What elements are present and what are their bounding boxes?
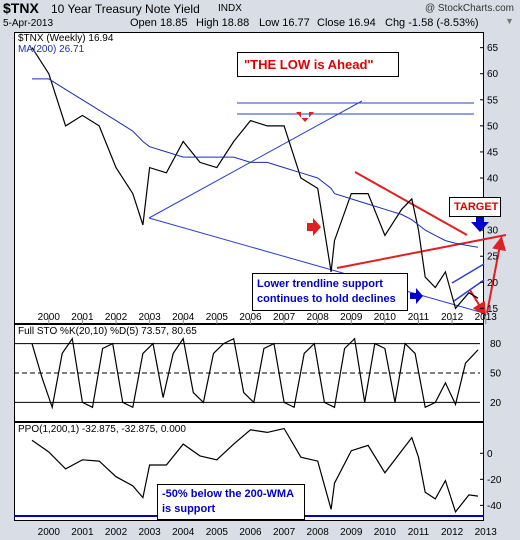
y-tick-label: 50 xyxy=(487,121,499,132)
symbol-name: 10 Year Treasury Note Yield xyxy=(51,2,200,16)
x-tick-label: 2006 xyxy=(239,312,262,323)
x-tick-label-bottom: 2006 xyxy=(239,527,262,538)
x-tick-label: 2011 xyxy=(408,312,430,323)
series-line-ma-200- xyxy=(32,78,479,248)
y-tick-label: 30 xyxy=(487,226,499,237)
x-tick-label: 2007 xyxy=(273,312,296,323)
change-value: Chg -1.58 (-8.53%) xyxy=(385,17,479,29)
x-tick-label-bottom: 2002 xyxy=(105,527,128,538)
y-tick-label: 40 xyxy=(487,174,499,185)
x-tick-label-bottom: 2005 xyxy=(206,527,229,538)
projection-arrow-down xyxy=(469,289,487,317)
high-value: High 18.88 xyxy=(196,17,250,29)
x-tick-label: 2013 xyxy=(475,312,498,323)
x-tick-label-bottom: 2004 xyxy=(172,527,195,538)
ppo-tick-label: 0 xyxy=(487,449,493,460)
symbol-title: $TNX xyxy=(3,0,39,16)
x-tick-label-bottom: 2008 xyxy=(307,527,330,538)
channel-bottom xyxy=(453,279,485,302)
dropdown-icon[interactable]: ▼ xyxy=(505,16,514,26)
low-ahead-callout: "THE LOW is Ahead" xyxy=(237,52,399,77)
x-tick-label: 2002 xyxy=(105,312,128,323)
y-tick-label: 15 xyxy=(487,304,499,315)
target-callout: TARGET xyxy=(449,197,501,217)
x-tick-label: 2009 xyxy=(340,312,363,323)
credit-text: @ StockCharts.com xyxy=(424,3,514,14)
red-arrow-right-icon xyxy=(307,218,321,236)
date-label: 5-Apr-2013 xyxy=(3,18,54,29)
trendline-text: Lower trendline support continues to hol… xyxy=(257,278,396,305)
ppo-support-text: -50% below the 200-WMA is support xyxy=(162,488,295,515)
ppo-tick-label: -40 xyxy=(487,501,502,512)
x-tick-label-bottom: 2001 xyxy=(71,527,94,538)
sto-title: Full STO %K(20,10) %D(5) 73.57, 80.65 xyxy=(18,326,197,337)
y-tick-label: 65 xyxy=(487,43,499,54)
legend-ma: MA(200) 26.71 xyxy=(18,44,85,55)
y-tick-label: 60 xyxy=(487,69,499,80)
lower-trendline xyxy=(148,217,481,313)
channel-top xyxy=(451,263,485,284)
price-series xyxy=(31,47,479,310)
x-tick-label: 2012 xyxy=(441,312,464,323)
x-tick-label-bottom: 2009 xyxy=(340,527,363,538)
legend-price: $TNX (Weekly) 16.94 xyxy=(18,33,114,44)
x-tick-label-bottom: 2012 xyxy=(441,527,464,538)
red-resistance-line xyxy=(354,171,468,236)
projection-arrow-up xyxy=(486,236,506,314)
x-tick-label-bottom: 2007 xyxy=(273,527,296,538)
ppo-support-callout: -50% below the 200-WMA is support xyxy=(157,484,305,520)
x-tick-label: 2008 xyxy=(307,312,330,323)
ppo-title: PPO(1,200,1) -32.875, -32.875, 0.000 xyxy=(18,424,186,435)
upper-trendline xyxy=(148,100,363,219)
blue-arrow-right-icon xyxy=(410,288,423,304)
ppo-series xyxy=(31,427,479,514)
x-tick-label: 2001 xyxy=(71,312,94,323)
trendline-callout: Lower trendline support continues to hol… xyxy=(252,273,408,311)
x-tick-label-bottom: 2011 xyxy=(408,527,430,538)
close-value: Close 16.94 xyxy=(317,17,376,29)
x-tick-label: 2003 xyxy=(139,312,162,323)
series-line--tnx-weekly- xyxy=(31,47,479,310)
sto-tick-label: 20 xyxy=(490,398,502,409)
chart-header: $TNX 10 Year Treasury Note Yield INDX @ … xyxy=(0,0,520,32)
projection-arrows xyxy=(469,236,506,317)
x-tick-label-bottom: 2000 xyxy=(38,527,61,538)
x-tick-label-bottom: 2003 xyxy=(139,527,162,538)
marker-arrows xyxy=(296,112,489,304)
y-tick-label: 55 xyxy=(487,95,499,106)
open-value: Open 18.85 xyxy=(130,17,188,29)
y-tick-label: 25 xyxy=(487,252,499,263)
exchange-label: INDX xyxy=(218,3,242,14)
red-arrow-down-icon xyxy=(296,112,314,122)
x-tick-label: 2005 xyxy=(206,312,229,323)
x-tick-label-bottom: 2013 xyxy=(475,527,498,538)
x-tick-label-bottom: 2010 xyxy=(374,527,397,538)
low-value: Low 16.77 xyxy=(259,17,310,29)
ppo-tick-label: -20 xyxy=(487,475,502,486)
y-tick-label: 20 xyxy=(487,278,499,289)
x-tick-label: 2010 xyxy=(374,312,397,323)
target-text: TARGET xyxy=(454,201,499,213)
sto-tick-label: 50 xyxy=(490,369,502,380)
y-tick-label: 45 xyxy=(487,147,499,158)
sto-tick-label: 80 xyxy=(490,339,502,350)
x-tick-label: 2000 xyxy=(38,312,61,323)
blue-arrow-down-icon xyxy=(471,215,489,232)
low-ahead-text: "THE LOW is Ahead" xyxy=(244,57,374,72)
x-tick-label: 2004 xyxy=(172,312,195,323)
